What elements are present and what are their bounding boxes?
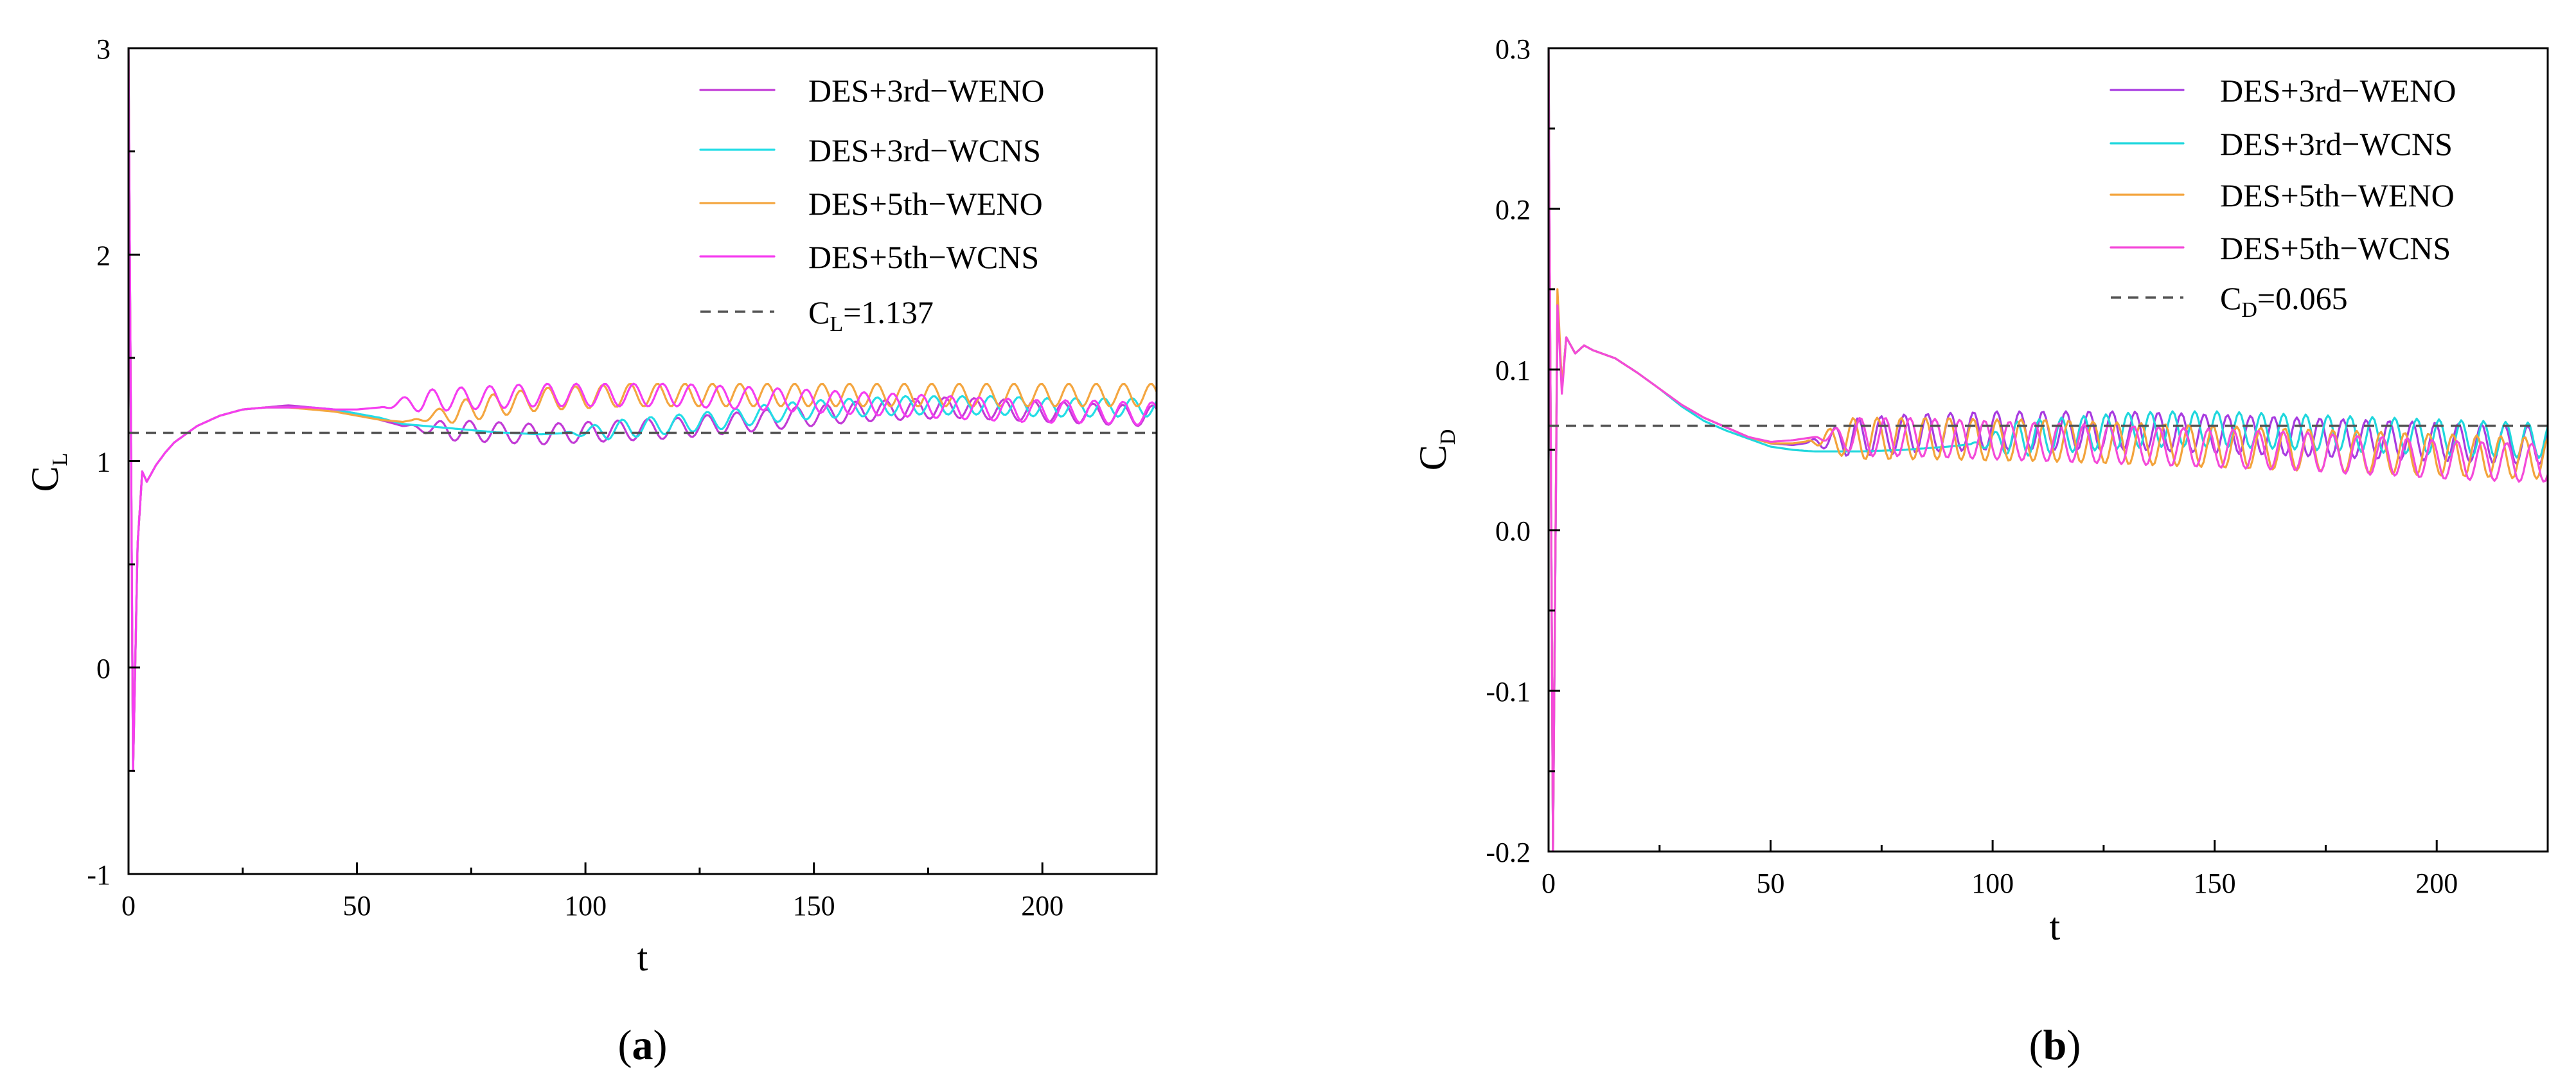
panel-a-x-tick-label: 150 [793,890,835,922]
panel-a-caption: (a) [618,1022,668,1069]
panel-a-x-axis-title: t [637,936,648,979]
panel-a-plot-frame [127,47,1158,875]
panel-a-x-tick-label: 0 [121,890,136,922]
panel-b-x-tick-label: 100 [1971,868,2014,899]
panel-a-legend-label-1: DES+3rd−WENO [808,73,1044,109]
panel-b-legend-label-2: DES+3rd−WCNS [2220,126,2453,162]
panel-b-y-tick-label: 0.3 [1495,33,1531,65]
panel-b-series-group [1549,48,2548,852]
panel-a-y-tick-label: 2 [96,240,111,271]
panel-b-x-tick-label: 50 [1757,868,1785,899]
panel-b-caption: (b) [2029,1022,2081,1069]
panel-a-series-group [129,48,1157,772]
panel-b-y-tick-label: 0.2 [1495,194,1531,226]
panel-b-y-tick-label: -0.1 [1486,676,1531,708]
panel-b-x-tick-label: 150 [2194,868,2236,899]
panel-a-y-tick-label: 3 [96,33,111,65]
panel-a-legend-label-4: DES+5th−WCNS [808,239,1039,275]
panel-a-series-4 [129,48,1157,772]
panel-b-chart: 0 50 100 150 200 -0.2 -0.1 0.0 0.1 0.2 0.3 CD t DE… [1412,33,2549,1069]
panel-b-series-4 [1549,48,2548,852]
panel-a-x-tick-label: 100 [564,890,607,922]
panel-a-y-tick-label: 1 [96,447,111,478]
panel-b-x-tick-label: 0 [1541,868,1556,899]
panel-a-legend-label-2: DES+3rd−WCNS [808,132,1041,168]
panel-a-ticks: 0 50 100 150 200 -1 0 1 2 3 [87,33,1063,922]
panel-b-ticks: 0 50 100 150 200 -0.2 -0.1 0.0 0.1 0.2 0.3 [1486,33,2458,899]
panel-b-legend-label-4: DES+5th−WCNS [2220,230,2451,266]
panel-b-x-tick-label: 200 [2415,868,2458,899]
panel-b-legend-label-3: DES+5th−WENO [2220,177,2455,213]
panel-b-legend: DES+3rd−WENO DES+3rd−WCNS DES+5th−WENO D… [2110,73,2456,322]
panel-b-y-tick-label: -0.2 [1486,837,1531,868]
panel-a-y-tick-label: -1 [87,859,111,891]
panel-b-y-tick-label: 0.0 [1495,515,1531,547]
panel-b-legend-reference-label: CD=0.065 [2220,280,2348,322]
panel-b-legend-label-1: DES+3rd−WENO [2220,73,2456,109]
panel-a-legend: DES+3rd−WENO DES+3rd−WCNS DES+5th−WENO D… [699,73,1044,336]
panel-a-legend-reference-label: CL=1.137 [808,294,934,336]
panel-a-legend-label-3: DES+5th−WENO [808,186,1043,222]
panel-b-y-tick-label: 0.1 [1495,355,1531,386]
panel-a-y-tick-label: 0 [96,653,111,684]
panel-a-y-axis-title: CL [24,453,72,492]
panel-b-plot-frame [1547,47,2549,853]
panel-a-chart: 0 50 100 150 200 -1 0 1 2 3 CL t DES+3rd−WENO DES… [24,33,1158,1069]
panel-b-y-axis-title: CD [1412,429,1460,471]
panel-b-x-axis-title: t [2050,905,2061,948]
panel-a-x-tick-label: 50 [343,890,371,922]
panel-a-x-tick-label: 200 [1021,890,1063,922]
